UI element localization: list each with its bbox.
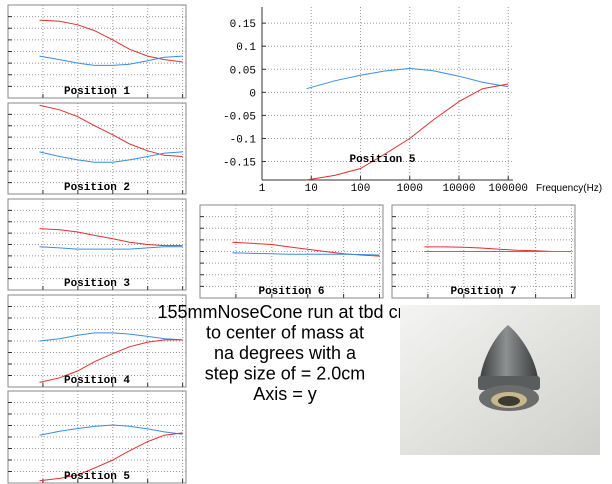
series-line [306,67,509,90]
chart-title: Position 5 [64,471,130,483]
x-tick-label: 100 [351,183,371,195]
y-tick-label: 0.1 [236,42,256,54]
chart-title: Position 7 [450,286,516,298]
description-line: Axis = y [253,384,317,404]
chart: Position 5 [7,390,187,484]
chart-title: Position 3 [64,278,130,290]
description-line: to center of mass at [206,323,364,343]
cone-hole [498,396,520,406]
plot-area [7,4,187,99]
plot-area [7,390,187,484]
chart: Position 6 [199,204,384,299]
x-tick-label: 1 [259,183,266,195]
chart-title: Position 6 [258,286,324,298]
y-tick-label: -0.1 [230,134,257,146]
series-line [232,252,380,256]
series-line [39,228,183,247]
chart-title: Position 1 [64,86,130,98]
chart: Position 7 [391,204,576,299]
x-tick-label: 10000 [442,183,475,195]
chart: Position 4 [7,294,187,388]
y-tick-label: -0.15 [223,158,256,170]
y-tick-label: 0.05 [230,65,256,77]
y-tick-label: 0 [249,88,256,100]
y-tick-label: -0.05 [223,111,256,123]
series-line [39,332,183,342]
chart: 0.15 0.1 0.05 0 -0.05 -0.1 -0.15 1 10 100 1000 1000… [223,7,602,195]
plot-area [262,7,513,180]
chart: Position 3 [7,198,187,291]
x-tick-label: 100000 [488,183,528,195]
plot-area [7,102,187,195]
charts: Position 1 Position 2 Position 3 Position 4… [7,4,602,484]
description-line: 155mmNoseCone run at tbd cm [157,302,412,322]
cone-band [478,376,540,390]
description-line: na degrees with a [214,343,357,363]
series-line [39,424,183,436]
x-tick-label: 10 [305,183,318,195]
description-line: step size of = 2.0cm [205,364,366,384]
series-line [39,339,183,383]
chart-title: Position 5 [349,154,415,166]
cone [480,325,538,378]
plot-area [7,198,187,291]
series-line [39,151,183,163]
x-tick-label: 1000 [397,183,423,195]
photo [400,305,600,455]
y-tick-label: 0.15 [230,19,256,31]
chart: Position 1 [7,4,187,99]
series-line [39,246,183,250]
series-line [306,83,509,181]
chart-title: Position 2 [64,182,130,194]
x-axis-label: Frequency(Hz) [536,183,602,194]
chart: Position 2 [7,102,187,195]
chart-title: Position 4 [64,375,130,387]
series-line [39,55,183,66]
series-line [39,432,183,482]
